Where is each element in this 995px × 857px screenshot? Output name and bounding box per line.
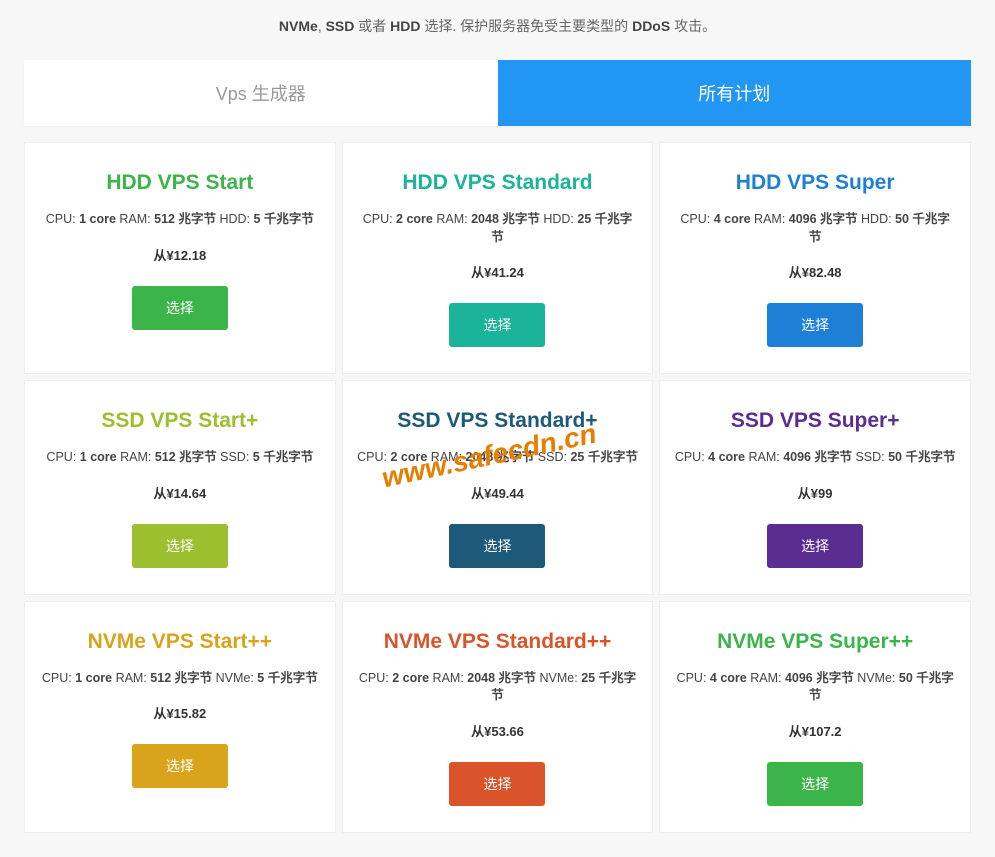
select-button[interactable]: 选择 xyxy=(132,524,228,568)
plans-grid: HDD VPS Start CPU: 1 core RAM: 512 兆字节 HD… xyxy=(0,126,995,857)
select-button[interactable]: 选择 xyxy=(449,762,545,806)
plan-card: SSD VPS Super+ CPU: 4 core RAM: 4096 兆字节 … xyxy=(659,380,971,595)
plan-tabs: Vps 生成器 所有计划 xyxy=(24,60,971,126)
plan-title: HDD VPS Standard xyxy=(357,171,639,195)
plan-title: SSD VPS Start+ xyxy=(39,409,321,433)
plan-title: NVMe VPS Standard++ xyxy=(357,630,639,654)
select-button[interactable]: 选择 xyxy=(132,286,228,330)
tab-vps-generator[interactable]: Vps 生成器 xyxy=(24,60,498,126)
plan-price: 从¥107.2 xyxy=(674,721,956,740)
plan-spec: CPU: 2 core RAM: 2048 兆字节 SSD: 25 千兆字节 xyxy=(357,449,639,467)
plan-spec: CPU: 1 core RAM: 512 兆字节 SSD: 5 千兆字节 xyxy=(39,449,321,467)
plan-spec: CPU: 4 core RAM: 4096 兆字节 NVMe: 50 千兆字节 xyxy=(674,670,956,705)
plan-spec: CPU: 2 core RAM: 2048 兆字节 NVMe: 25 千兆字节 xyxy=(357,670,639,705)
plan-title: SSD VPS Super+ xyxy=(674,409,956,433)
select-button[interactable]: 选择 xyxy=(132,744,228,788)
plan-card: SSD VPS Standard+ CPU: 2 core RAM: 2048 兆… xyxy=(342,380,654,595)
plan-spec: CPU: 1 core RAM: 512 兆字节 HDD: 5 千兆字节 xyxy=(39,211,321,229)
plan-title: NVMe VPS Super++ xyxy=(674,630,956,654)
tab-all-plans[interactable]: 所有计划 xyxy=(498,60,972,126)
plan-spec: CPU: 2 core RAM: 2048 兆字节 HDD: 25 千兆字节 xyxy=(357,211,639,246)
plan-price: 从¥15.82 xyxy=(39,703,321,722)
plan-price: 从¥53.66 xyxy=(357,721,639,740)
select-button[interactable]: 选择 xyxy=(767,762,863,806)
plan-title: NVMe VPS Start++ xyxy=(39,630,321,654)
plan-card: HDD VPS Standard CPU: 2 core RAM: 2048 兆字… xyxy=(342,142,654,374)
plan-price: 从¥12.18 xyxy=(39,245,321,264)
plan-title: HDD VPS Start xyxy=(39,171,321,195)
select-button[interactable]: 选择 xyxy=(449,524,545,568)
plan-title: HDD VPS Super xyxy=(674,171,956,195)
plan-spec: CPU: 1 core RAM: 512 兆字节 NVMe: 5 千兆字节 xyxy=(39,670,321,688)
plan-card: SSD VPS Start+ CPU: 1 core RAM: 512 兆字节 S… xyxy=(24,380,336,595)
select-button[interactable]: 选择 xyxy=(767,524,863,568)
plan-price: 从¥99 xyxy=(674,483,956,502)
plan-card: NVMe VPS Start++ CPU: 1 core RAM: 512 兆字节… xyxy=(24,601,336,833)
plan-price: 从¥82.48 xyxy=(674,262,956,281)
plan-card: NVMe VPS Super++ CPU: 4 core RAM: 4096 兆字… xyxy=(659,601,971,833)
plan-price: 从¥41.24 xyxy=(357,262,639,281)
plan-card: HDD VPS Start CPU: 1 core RAM: 512 兆字节 HD… xyxy=(24,142,336,374)
page-subtitle: NVMe, SSD 或者 HDD 选择. 保护服务器免受主要类型的 DDoS 攻… xyxy=(0,0,995,60)
plan-spec: CPU: 4 core RAM: 4096 兆字节 HDD: 50 千兆字节 xyxy=(674,211,956,246)
plan-card: NVMe VPS Standard++ CPU: 2 core RAM: 2048… xyxy=(342,601,654,833)
plan-card: HDD VPS Super CPU: 4 core RAM: 4096 兆字节 H… xyxy=(659,142,971,374)
plan-spec: CPU: 4 core RAM: 4096 兆字节 SSD: 50 千兆字节 xyxy=(674,449,956,467)
plan-price: 从¥14.64 xyxy=(39,483,321,502)
plan-price: 从¥49.44 xyxy=(357,483,639,502)
select-button[interactable]: 选择 xyxy=(449,303,545,347)
plan-title: SSD VPS Standard+ xyxy=(357,409,639,433)
select-button[interactable]: 选择 xyxy=(767,303,863,347)
